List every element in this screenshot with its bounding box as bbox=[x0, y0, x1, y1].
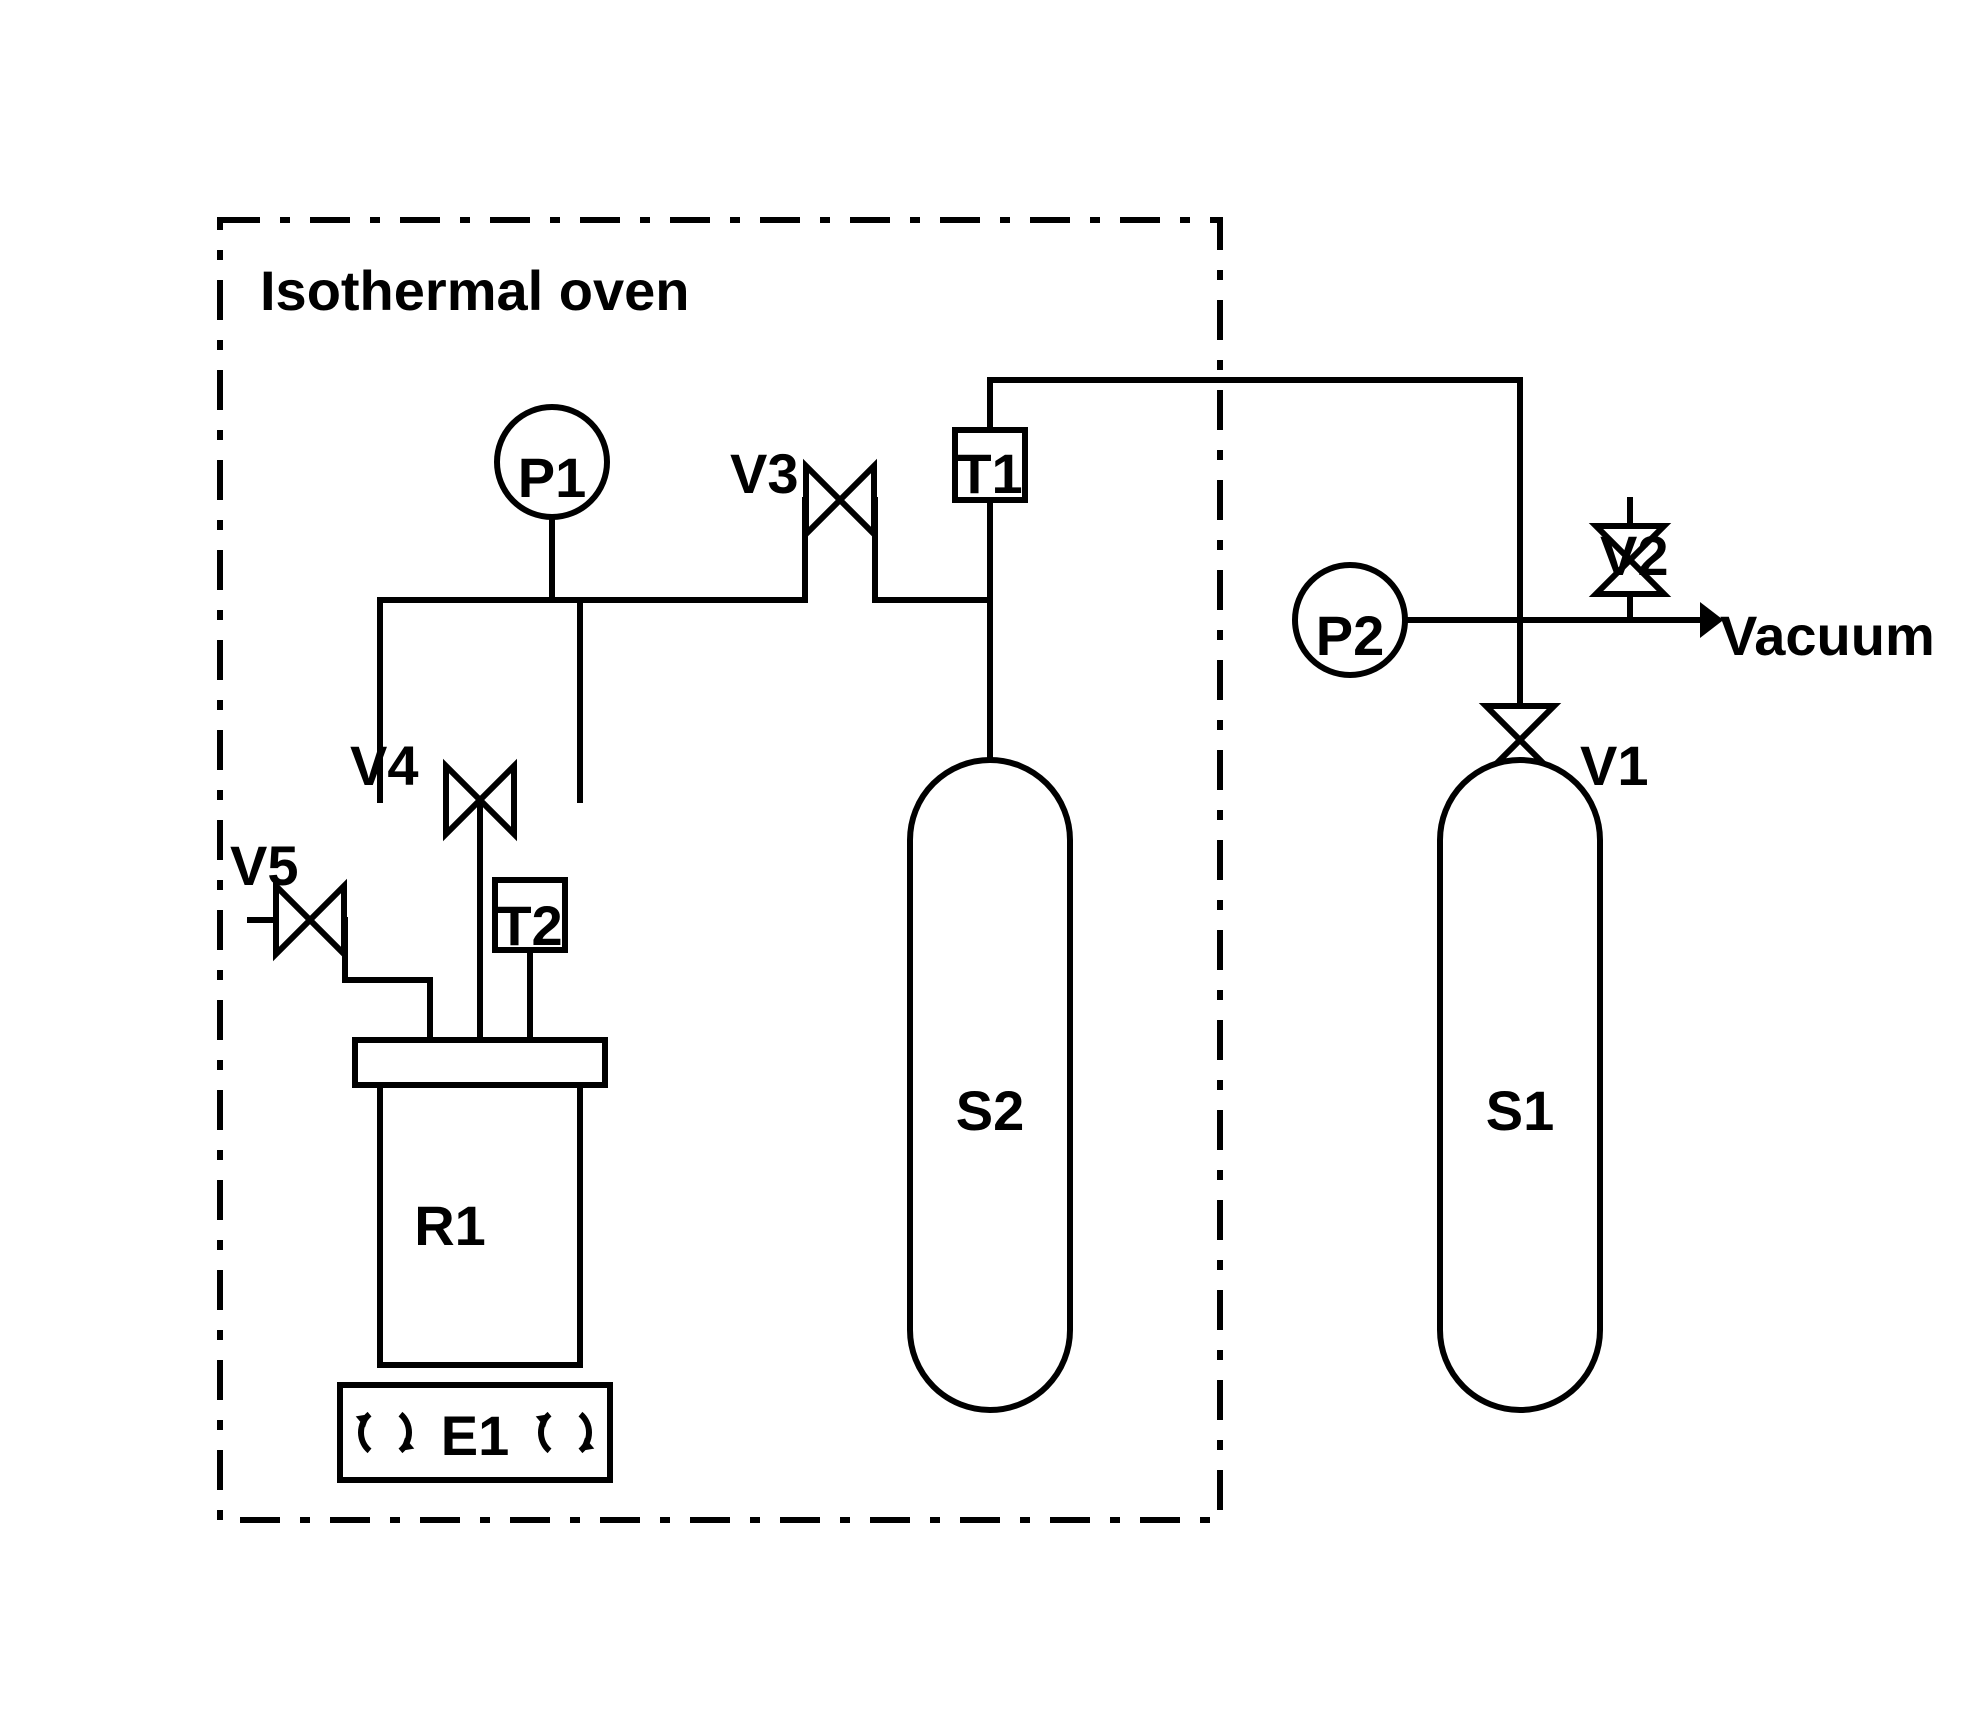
label-v1: V1 bbox=[1580, 734, 1649, 797]
label-v3: V3 bbox=[730, 442, 799, 505]
label-e1: E1 bbox=[441, 1404, 510, 1467]
label-t1: T1 bbox=[957, 442, 1022, 505]
label-vacuum: Vacuum bbox=[1720, 604, 1935, 667]
label-t2: T2 bbox=[497, 894, 562, 957]
label-p2: P2 bbox=[1316, 604, 1385, 667]
label-p1: P1 bbox=[518, 446, 587, 509]
label-s1: S1 bbox=[1486, 1079, 1555, 1142]
label-v5: V5 bbox=[230, 834, 299, 897]
process-diagram: Isothermal oven P1 P2 T1 T2 V1 V2 bbox=[0, 0, 1974, 1728]
label-v2: V2 bbox=[1600, 524, 1669, 587]
label-s2: S2 bbox=[956, 1079, 1025, 1142]
label-v4: V4 bbox=[350, 734, 419, 797]
isothermal-oven-title: Isothermal oven bbox=[260, 259, 689, 322]
label-r1: R1 bbox=[414, 1194, 486, 1257]
